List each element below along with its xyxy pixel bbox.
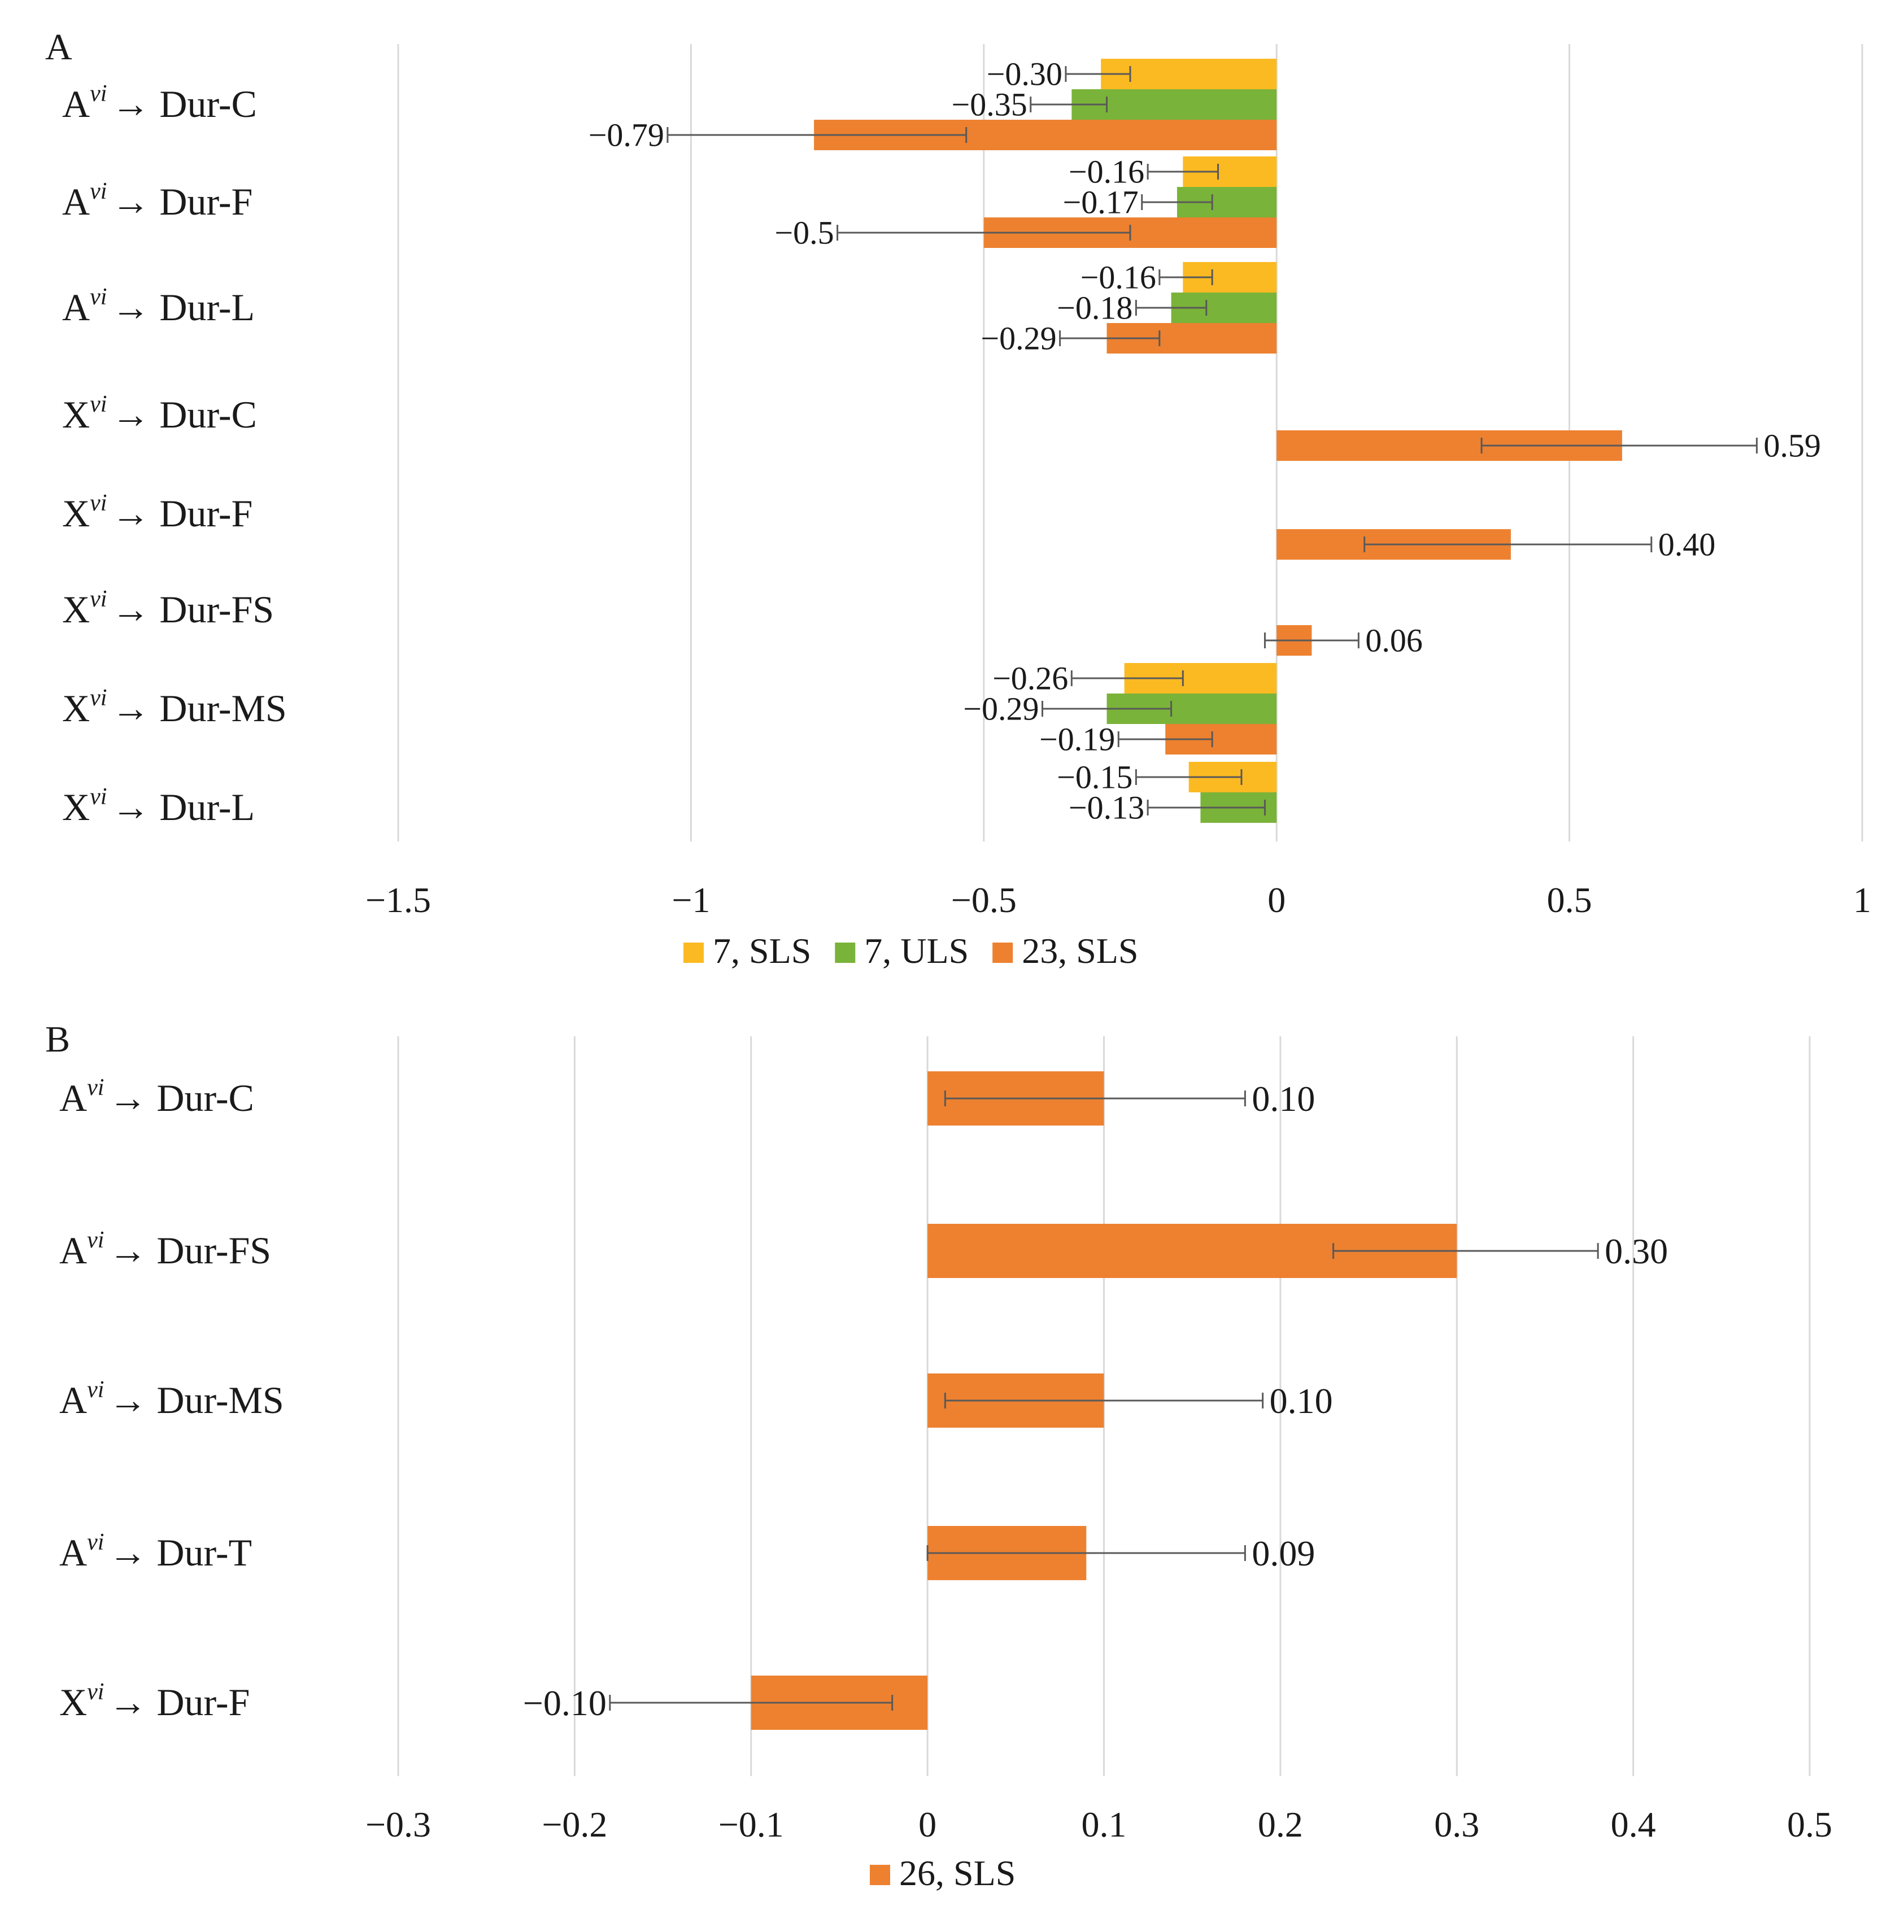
x-tick-label: 0.5: [1787, 1804, 1832, 1844]
x-tick-label: −0.3: [365, 1804, 431, 1844]
data-label: −0.19: [1039, 721, 1115, 758]
category-label: Avi → Dur-L: [62, 284, 255, 329]
data-label: 0.30: [1605, 1231, 1668, 1271]
x-tick-label: 1: [1853, 880, 1871, 920]
data-label: −0.10: [523, 1683, 607, 1723]
legend-label: 26, SLS: [899, 1853, 1016, 1893]
legend-swatch: [835, 943, 856, 963]
legend-label: 7, SLS: [713, 931, 811, 971]
panel-a: A −1.5 −1 −0.5 0 0.5 1 Avi → Dur-C Avi → Dur-F Avi →…: [45, 27, 1871, 971]
data-label: −0.17: [1063, 184, 1139, 221]
data-label: −0.35: [952, 86, 1027, 123]
data-label: −0.26: [992, 660, 1068, 697]
legend-swatch: [870, 1865, 890, 1885]
category-label: Xvi → Dur-C: [62, 391, 257, 436]
category-label: Xvi → Dur-FS: [62, 586, 274, 631]
panel-label: A: [45, 27, 72, 68]
data-label: −0.29: [963, 691, 1039, 727]
category-label: Avi → Dur-F: [62, 178, 252, 223]
x-tick-label: 0.4: [1611, 1804, 1656, 1844]
x-tick-label: −0.2: [542, 1804, 607, 1844]
category-label: Avi → Dur-FS: [59, 1227, 271, 1272]
category-label: Xvi → Dur-L: [62, 784, 255, 828]
x-tick-label: 0.5: [1547, 880, 1592, 920]
data-label: −0.15: [1057, 759, 1132, 796]
data-label: −0.16: [1069, 154, 1144, 190]
category-label: Xvi → Dur-F: [62, 490, 252, 535]
data-label: 0.10: [1252, 1079, 1315, 1119]
data-label: −0.13: [1069, 790, 1144, 826]
panel-label: B: [45, 1019, 70, 1060]
x-tick-label: −1.5: [365, 880, 431, 920]
legend-swatch: [992, 943, 1013, 963]
data-label: 0.59: [1763, 428, 1821, 464]
x-tick-label: −0.1: [718, 1804, 784, 1844]
data-label: −0.5: [774, 215, 834, 251]
category-label: Avi → Dur-C: [62, 81, 257, 125]
legend-label: 7, ULS: [864, 931, 969, 971]
category-label: Avi → Dur-MS: [59, 1377, 284, 1421]
x-tick-label: 0: [1267, 880, 1286, 920]
data-label: 0.10: [1270, 1381, 1333, 1421]
data-label: 0.09: [1252, 1533, 1315, 1573]
data-label: −0.30: [987, 56, 1062, 93]
x-tick-label: −1: [672, 880, 710, 920]
data-label: −0.79: [589, 117, 664, 154]
x-tick-label: 0.3: [1434, 1804, 1479, 1844]
data-label: 0.40: [1658, 526, 1716, 563]
data-label: −0.18: [1057, 290, 1132, 326]
x-tick-label: 0: [918, 1804, 936, 1844]
category-label: Xvi → Dur-F: [59, 1679, 250, 1724]
legend-label: 23, SLS: [1022, 931, 1138, 971]
category-label: Avi → Dur-T: [59, 1529, 252, 1574]
category-label: Avi → Dur-C: [59, 1075, 254, 1119]
data-label: −0.16: [1080, 259, 1156, 296]
legend-swatch: [683, 943, 704, 963]
x-tick-label: 0.2: [1258, 1804, 1303, 1844]
data-label: 0.06: [1365, 622, 1423, 659]
data-label: −0.29: [981, 320, 1056, 357]
x-tick-label: 0.1: [1082, 1804, 1127, 1844]
x-tick-label: −0.5: [951, 880, 1017, 920]
category-label: Xvi → Dur-MS: [62, 685, 287, 730]
